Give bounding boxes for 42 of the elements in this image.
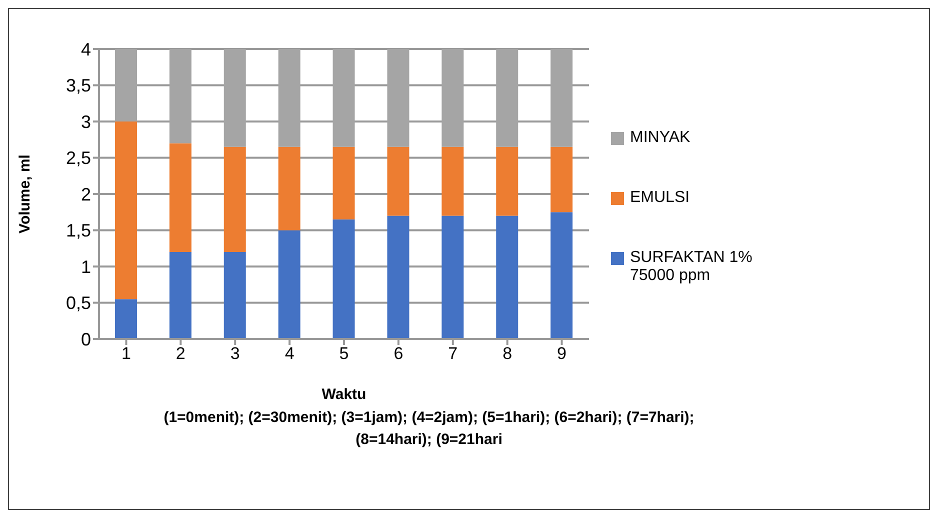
bar [332, 146, 355, 220]
bar [169, 143, 192, 252]
y-tick-label: 0 [80, 329, 91, 350]
legend-label: SURFAKTAN 1% 75000 ppm [630, 249, 754, 285]
x-tick-label: 8 [502, 344, 512, 364]
y-tick-label: 0,5 [66, 293, 91, 314]
y-tick-label: 1 [80, 256, 91, 277]
text: (1=0menit); (2=30menit); (3=1jam); (4=2jam); (5=1hari); (6=2hari); (7=7hari); (8=14hari); (9=21hari [162, 408, 696, 450]
bar [550, 212, 573, 339]
legend-label: MINYAK [630, 129, 692, 147]
bar [550, 146, 573, 212]
y-tick-label: 3,5 [66, 76, 91, 96]
x-tick-label: 2 [176, 344, 186, 364]
x-axis-title: Waktu [322, 386, 366, 403]
y-tick-label: 1,5 [66, 220, 91, 241]
bar [332, 219, 355, 339]
bar [278, 146, 300, 230]
x-tick-label: 5 [339, 344, 349, 364]
bar [115, 299, 137, 339]
legend-label: EMULSI [630, 189, 691, 207]
y-tick-label: 2 [80, 184, 91, 204]
x-tick-label: 7 [448, 344, 458, 364]
bar [496, 146, 518, 216]
x-tick-label: 9 [557, 344, 567, 364]
bar [224, 146, 246, 252]
y-tick-label: 4 [80, 39, 91, 60]
bar [496, 216, 518, 339]
bar [224, 252, 246, 339]
y-tick-label: 3 [80, 112, 91, 132]
bar [278, 230, 300, 339]
bar [387, 216, 410, 339]
x-tick-label: 6 [394, 344, 404, 364]
bar [169, 252, 192, 339]
bar [442, 146, 464, 216]
y-tick-label: 2,5 [66, 148, 91, 168]
bar [442, 216, 464, 339]
y-axis-title: Volume, ml [16, 154, 34, 234]
x-tick-label: 4 [284, 344, 294, 364]
x-tick-label: 1 [121, 344, 131, 364]
bar [387, 146, 410, 216]
bar [115, 122, 137, 300]
x-tick-label: 3 [230, 344, 240, 364]
